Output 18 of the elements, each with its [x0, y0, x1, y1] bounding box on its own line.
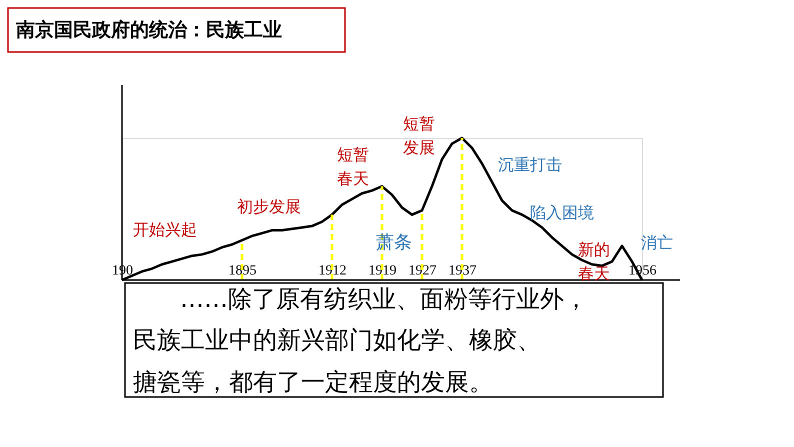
annotation: 开始兴起 [133, 220, 197, 239]
annotation: 短暂发展 [403, 114, 435, 157]
annotation: 萧条 [376, 232, 412, 253]
chart-title: 南京国民政府的统治：民族工业 [15, 19, 282, 41]
x-tick-label: 1927 [408, 264, 436, 278]
x-tick-label: 1912 [318, 264, 346, 278]
annotation: 陷入困境 [530, 203, 594, 222]
annotation: 短暂春天 [337, 145, 369, 188]
text: 搪瓷等，都有了一定程度的发展。 [133, 368, 493, 396]
x-tick-label: 1919 [368, 264, 396, 278]
annotation: 沉重打击 [498, 155, 562, 174]
annotation: 新的春天 [578, 240, 610, 283]
text: ……除了原有纺织业、面粉等行业外， [180, 285, 588, 313]
x-tick-label: 1937 [448, 264, 476, 278]
x-tick-label: 1895 [228, 264, 256, 278]
annotation: 初步发展 [237, 197, 301, 216]
annotation: 消亡 [641, 233, 673, 252]
text: 民族工业中的新兴部门如化学、橡胶、 [133, 326, 541, 354]
